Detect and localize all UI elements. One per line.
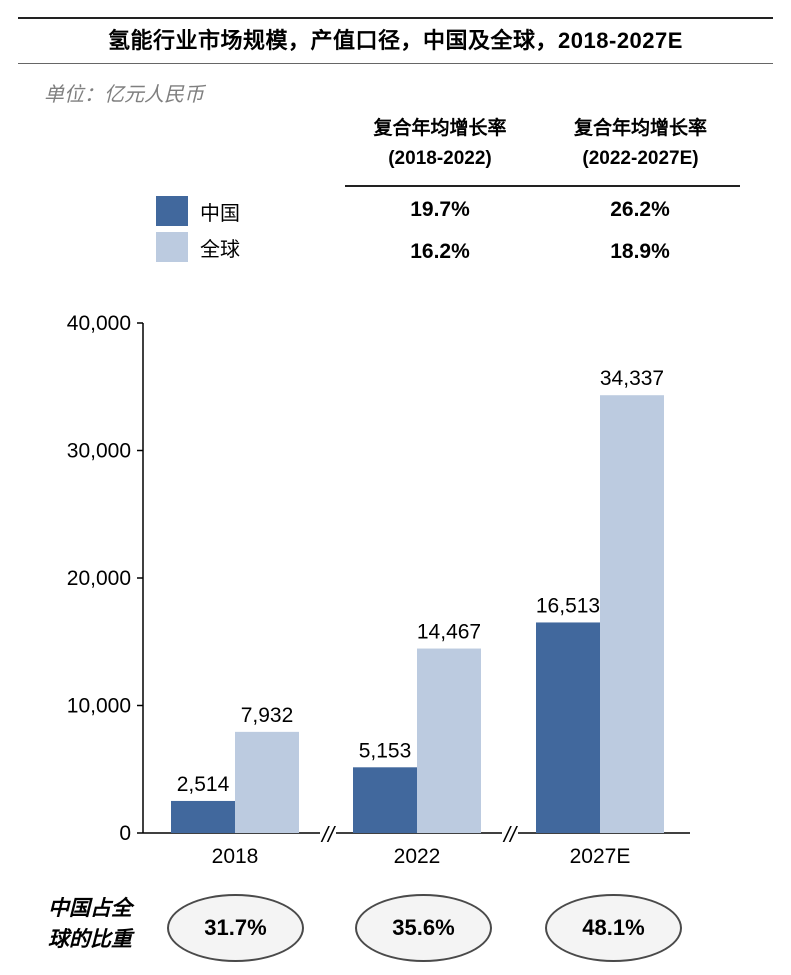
bar-value-label: 2,514 xyxy=(177,773,230,796)
legend-label-global: 全球 xyxy=(200,237,240,261)
x-tick-label: 2027E xyxy=(570,845,631,868)
axis-break-mark: // xyxy=(320,822,336,847)
legend-swatch-global xyxy=(156,232,188,262)
y-tick-label: 10,000 xyxy=(67,695,131,718)
x-tick-label: 2018 xyxy=(212,845,259,868)
legend-label-china: 中国 xyxy=(200,201,240,225)
bar-value-label: 34,337 xyxy=(600,367,664,390)
chart-title: 氢能行业市场规模，产值口径，中国及全球，2018-2027E xyxy=(108,28,683,53)
y-tick-label: 0 xyxy=(119,822,131,845)
bar-china-2022 xyxy=(353,767,417,833)
bar-value-label: 7,932 xyxy=(241,704,294,727)
cagr-china-2018-2022: 19.7% xyxy=(410,198,470,221)
share-ellipse-2027e: 48.1% xyxy=(545,894,682,962)
bar-global-2027E xyxy=(600,395,664,833)
cagr-global-2022-2027: 18.9% xyxy=(610,240,670,263)
cagr-global-2018-2022: 16.2% xyxy=(410,240,470,263)
cagr-header-line2: (2018-2022) xyxy=(388,148,492,169)
bar-global-2022 xyxy=(417,648,481,833)
bar-value-label: 14,467 xyxy=(417,621,481,644)
bar-chart: 0 10,000 20,000 30,000 40,000 // // 2,514 7,932 2… xyxy=(67,312,690,868)
y-tick-label: 40,000 xyxy=(67,312,131,335)
title-bar: 氢能行业市场规模，产值口径，中国及全球，2018-2027E xyxy=(18,17,773,64)
bar-value-label: 5,153 xyxy=(359,739,412,762)
x-tick-label: 2022 xyxy=(394,845,441,868)
share-label: 中国占全 球的比重 xyxy=(48,893,132,955)
bar-value-label: 16,513 xyxy=(536,594,600,617)
legend-swatch-china xyxy=(156,196,188,226)
cagr-header-line1: 复合年均增长率 xyxy=(573,118,707,139)
share-ellipse-2022: 35.6% xyxy=(355,894,492,962)
y-tick-label: 20,000 xyxy=(67,567,131,590)
unit-label: 单位：亿元人民币 xyxy=(44,82,204,106)
bar-global-2018 xyxy=(235,731,299,833)
share-ellipse-2018: 31.7% xyxy=(167,894,304,962)
share-label-line2: 球的比重 xyxy=(48,928,132,951)
cagr-header-rule xyxy=(345,185,740,187)
bar-china-2027E xyxy=(536,622,600,833)
axis-break-mark: // xyxy=(502,822,518,847)
share-label-line1: 中国占全 xyxy=(48,897,132,920)
cagr-header-line2: (2022-2027E) xyxy=(582,148,699,169)
cagr-header-line1: 复合年均增长率 xyxy=(373,118,507,139)
cagr-china-2022-2027: 26.2% xyxy=(610,198,670,221)
y-tick-label: 30,000 xyxy=(67,440,131,463)
bar-china-2018 xyxy=(171,800,235,833)
cagr-header-2018-2022: 复合年均增长率 (2018-2022) xyxy=(350,114,530,174)
cagr-header-2022-2027: 复合年均增长率 (2022-2027E) xyxy=(548,114,733,174)
